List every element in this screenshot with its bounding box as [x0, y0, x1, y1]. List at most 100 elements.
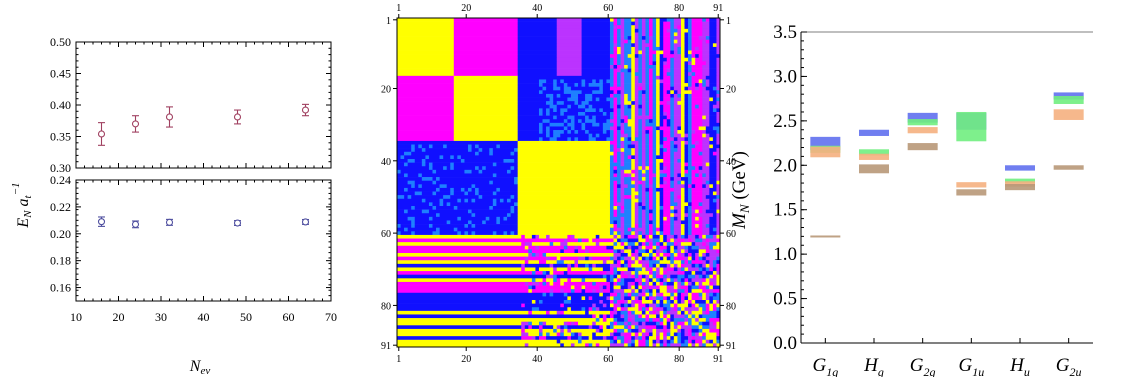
- matrix-cell: [666, 180, 671, 185]
- matrix-cell: [617, 180, 621, 185]
- matrix-cell: [656, 220, 660, 225]
- matrix-cell: [649, 140, 653, 145]
- matrix-cell: [656, 83, 660, 87]
- matrix-cell: [709, 72, 717, 77]
- matrix-cell: [702, 310, 707, 315]
- matrix-cell: [656, 206, 660, 210]
- matrix-cell: [634, 43, 639, 48]
- matrix-cell: [673, 133, 682, 138]
- matrix-cell: [645, 289, 650, 294]
- matrix-cell: [613, 224, 618, 228]
- matrix-cell: [684, 318, 689, 322]
- matrix-cell: [599, 133, 611, 138]
- matrix-cell: [670, 231, 675, 236]
- matrix-cell: [652, 43, 657, 48]
- matrix-cell: [620, 97, 625, 102]
- matrix-cell: [432, 224, 465, 228]
- matrix-cell: [641, 191, 646, 196]
- data-point: [131, 120, 140, 128]
- matrix-cell: [673, 242, 678, 247]
- matrix-cell: [606, 97, 614, 102]
- matrix-cell: [631, 43, 636, 48]
- matrix-cell: [663, 68, 668, 73]
- matrix-cell: [634, 180, 639, 185]
- matrix-cell: [702, 242, 707, 247]
- matrix-cell: [649, 112, 653, 116]
- matrix-cell: [567, 296, 572, 301]
- matrix-cell: [645, 310, 650, 315]
- matrix-cell: [677, 238, 685, 243]
- matrix-cell: [467, 209, 472, 214]
- matrix-cell: [592, 289, 597, 294]
- matrix-cell: [609, 83, 614, 87]
- matrix-cell: [588, 336, 593, 341]
- matrix-cell: [634, 61, 639, 66]
- matrix-cell: [659, 97, 664, 102]
- matrix-cell: [716, 260, 721, 265]
- matrix-cell: [677, 300, 682, 304]
- matrix-cell: [663, 332, 668, 337]
- matrix-cell: [627, 115, 632, 120]
- matrix-cell: [521, 328, 526, 333]
- matrix-cell: [428, 216, 433, 221]
- matrix-cell: [634, 231, 639, 236]
- matrix-cell: [680, 216, 685, 221]
- matrix-cell: [684, 61, 689, 66]
- matrix-cell: [641, 126, 646, 131]
- matrix-cell: [698, 86, 703, 91]
- matrix-cell: [712, 86, 717, 91]
- matrix-cell: [453, 25, 518, 30]
- matrix-cell: [467, 191, 476, 196]
- matrix-cell: [638, 126, 643, 131]
- matrix-cell: [691, 61, 696, 66]
- matrix-cell: [659, 93, 664, 98]
- matrix-cell: [641, 198, 646, 203]
- matrix-cell: [609, 202, 614, 207]
- matrix-cell: [578, 112, 586, 116]
- matrix-cell: [620, 307, 625, 312]
- matrix-cell: [652, 169, 657, 174]
- matrix-cell: [670, 79, 675, 84]
- matrix-cell: [641, 260, 650, 265]
- matrix-cell: [613, 75, 618, 80]
- matrix-cell: [659, 234, 664, 239]
- matrix-cell: [716, 300, 721, 304]
- matrix-cell: [592, 97, 597, 102]
- matrix-cell: [620, 68, 629, 73]
- matrix-cell: [684, 151, 689, 156]
- matrix-cell: [609, 104, 614, 109]
- matrix-cell: [656, 187, 664, 192]
- matrix-cell: [634, 187, 639, 192]
- matrix-cell: [599, 343, 611, 348]
- matrix-cell: [670, 68, 675, 73]
- matrix-cell: [496, 173, 518, 178]
- matrix-cell: [691, 151, 699, 156]
- matrix-cell: [609, 191, 614, 196]
- matrix-cell: [450, 162, 455, 167]
- matrix-cell: [553, 263, 568, 268]
- matrix-cell: [634, 126, 639, 131]
- matrix-cell: [688, 336, 692, 341]
- matrix-cell: [574, 101, 579, 106]
- matrix-cell: [716, 187, 721, 192]
- matrix-cell: [670, 28, 678, 33]
- matrix-cell: [549, 289, 554, 294]
- matrix-cell: [638, 245, 643, 250]
- top-tick-label: 91: [713, 3, 723, 14]
- top-tick-label: 20: [461, 3, 471, 14]
- matrix-cell: [581, 101, 589, 106]
- matrix-cell: [666, 234, 675, 239]
- matrix-cell: [684, 130, 689, 134]
- matrix-cell: [546, 130, 550, 134]
- matrix-cell: [652, 191, 657, 196]
- matrix-cell: [624, 187, 632, 192]
- matrix-cell: [716, 238, 721, 243]
- matrix-cell: [659, 209, 664, 214]
- matrix-cell: [407, 209, 423, 214]
- matrix-cell: [517, 101, 547, 106]
- matrix-cell: [673, 314, 685, 319]
- matrix-cell: [613, 227, 618, 232]
- matrix-cell: [624, 46, 632, 51]
- matrix-cell: [538, 332, 543, 337]
- matrix-cell: [645, 278, 650, 283]
